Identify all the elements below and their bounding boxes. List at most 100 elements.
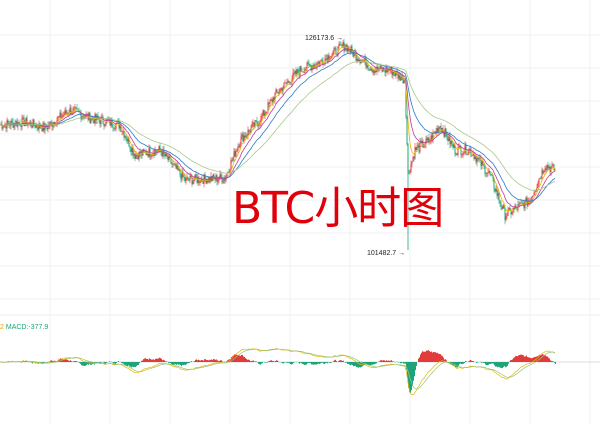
macd-histogram-bar — [197, 360, 198, 362]
candle-body — [120, 125, 122, 132]
macd-histogram-bar — [169, 362, 170, 363]
candle-body — [158, 146, 160, 150]
candle-body — [462, 153, 464, 155]
macd-histogram-bar — [127, 362, 128, 366]
candle-body — [436, 128, 438, 133]
candle-body — [147, 154, 149, 157]
candle-body — [103, 123, 105, 127]
candle-body — [228, 172, 230, 173]
candle-body — [187, 177, 189, 180]
candle-body — [445, 128, 447, 134]
macd-histogram-bar — [359, 362, 360, 368]
candle-body — [72, 108, 74, 114]
macd-histogram-bar — [534, 357, 535, 362]
candle-body — [263, 110, 265, 116]
candle-body — [360, 61, 362, 64]
candle-body — [363, 60, 365, 62]
candle-body — [179, 169, 181, 175]
candle-body — [212, 174, 214, 181]
macd-histogram-bar — [489, 362, 490, 365]
macd-histogram-bar — [83, 362, 84, 366]
candle-body — [506, 215, 508, 217]
macd-histogram-bar — [104, 362, 105, 364]
macd-histogram-bar — [330, 362, 331, 363]
macd-histogram-bar — [291, 362, 292, 365]
macd-histogram-bar — [79, 362, 80, 364]
candle-body — [140, 151, 142, 155]
macd-histogram-bar — [65, 359, 66, 362]
macd-histogram-bar — [438, 353, 439, 362]
macd-histogram-bar — [346, 362, 347, 363]
candle-body — [356, 59, 358, 61]
macd-histogram-bar — [497, 362, 498, 368]
macd-histogram-bar — [180, 362, 181, 366]
candle-body — [113, 127, 115, 129]
candle-body — [381, 68, 383, 72]
candle-body — [534, 191, 536, 194]
macd-histogram-bar — [148, 359, 149, 362]
candle-body — [98, 118, 100, 121]
candle-body — [114, 127, 116, 129]
candle-body — [268, 102, 270, 104]
candle-body — [229, 169, 231, 173]
candle-body — [241, 134, 243, 137]
macd-histogram-bar — [326, 362, 327, 363]
macd-histogram-bar — [355, 362, 356, 366]
candle-body — [243, 135, 245, 142]
macd-histogram-bar — [400, 362, 401, 364]
macd-histogram-bar — [508, 362, 509, 364]
candle-body — [57, 116, 59, 121]
candle-body — [87, 114, 89, 120]
macd-histogram-bar — [283, 362, 284, 364]
macd-histogram-bar — [205, 359, 206, 362]
macd-histogram-bar — [327, 362, 328, 364]
candle-body — [196, 177, 198, 183]
candle-body — [248, 129, 250, 132]
candle-body — [402, 75, 404, 84]
macd-histogram-bar — [527, 357, 528, 362]
candle-body — [269, 100, 271, 104]
candle-body — [227, 172, 229, 173]
candle-body — [511, 212, 513, 215]
macd-histogram-bar — [269, 360, 270, 362]
candle-body — [23, 117, 25, 126]
candle-body — [202, 181, 204, 184]
macd-histogram-bar — [324, 362, 325, 364]
candle-body — [497, 193, 499, 196]
macd-histogram-bar — [418, 358, 419, 362]
macd-histogram-bar — [75, 360, 76, 362]
macd-histogram-bar — [170, 362, 171, 363]
macd-histogram-bar — [491, 362, 492, 364]
candle-body — [199, 182, 201, 183]
candle-body — [321, 59, 323, 61]
macd-histogram-bar — [265, 362, 266, 363]
candle-body — [297, 69, 299, 73]
macd-histogram-bar — [386, 360, 387, 362]
candle-body — [175, 163, 177, 169]
candle-body — [38, 123, 40, 130]
candle-body — [531, 196, 533, 202]
macd-histogram-bar — [427, 350, 428, 362]
macd-histogram-bar — [68, 360, 69, 362]
candle-body — [498, 193, 500, 201]
macd-histogram-bar — [21, 362, 22, 363]
candle-body — [501, 206, 503, 209]
candle-body — [549, 166, 551, 172]
macd-histogram-bar — [292, 362, 293, 365]
macd-histogram-bar — [286, 362, 287, 363]
candle-body — [62, 115, 64, 117]
candle-body — [170, 158, 172, 165]
macd-histogram-bar — [146, 358, 147, 362]
macd-histogram-bar — [498, 362, 499, 367]
candle-body — [457, 147, 459, 155]
macd-histogram-bar — [367, 362, 368, 365]
candle-body — [100, 117, 102, 125]
candle-body — [307, 62, 309, 64]
macd-histogram-bar — [135, 362, 136, 368]
candle-body — [180, 174, 182, 180]
macd-histogram-bar — [496, 362, 497, 367]
candle-body — [314, 64, 316, 66]
candle-body — [58, 116, 60, 118]
macd-histogram-bar — [245, 358, 246, 362]
